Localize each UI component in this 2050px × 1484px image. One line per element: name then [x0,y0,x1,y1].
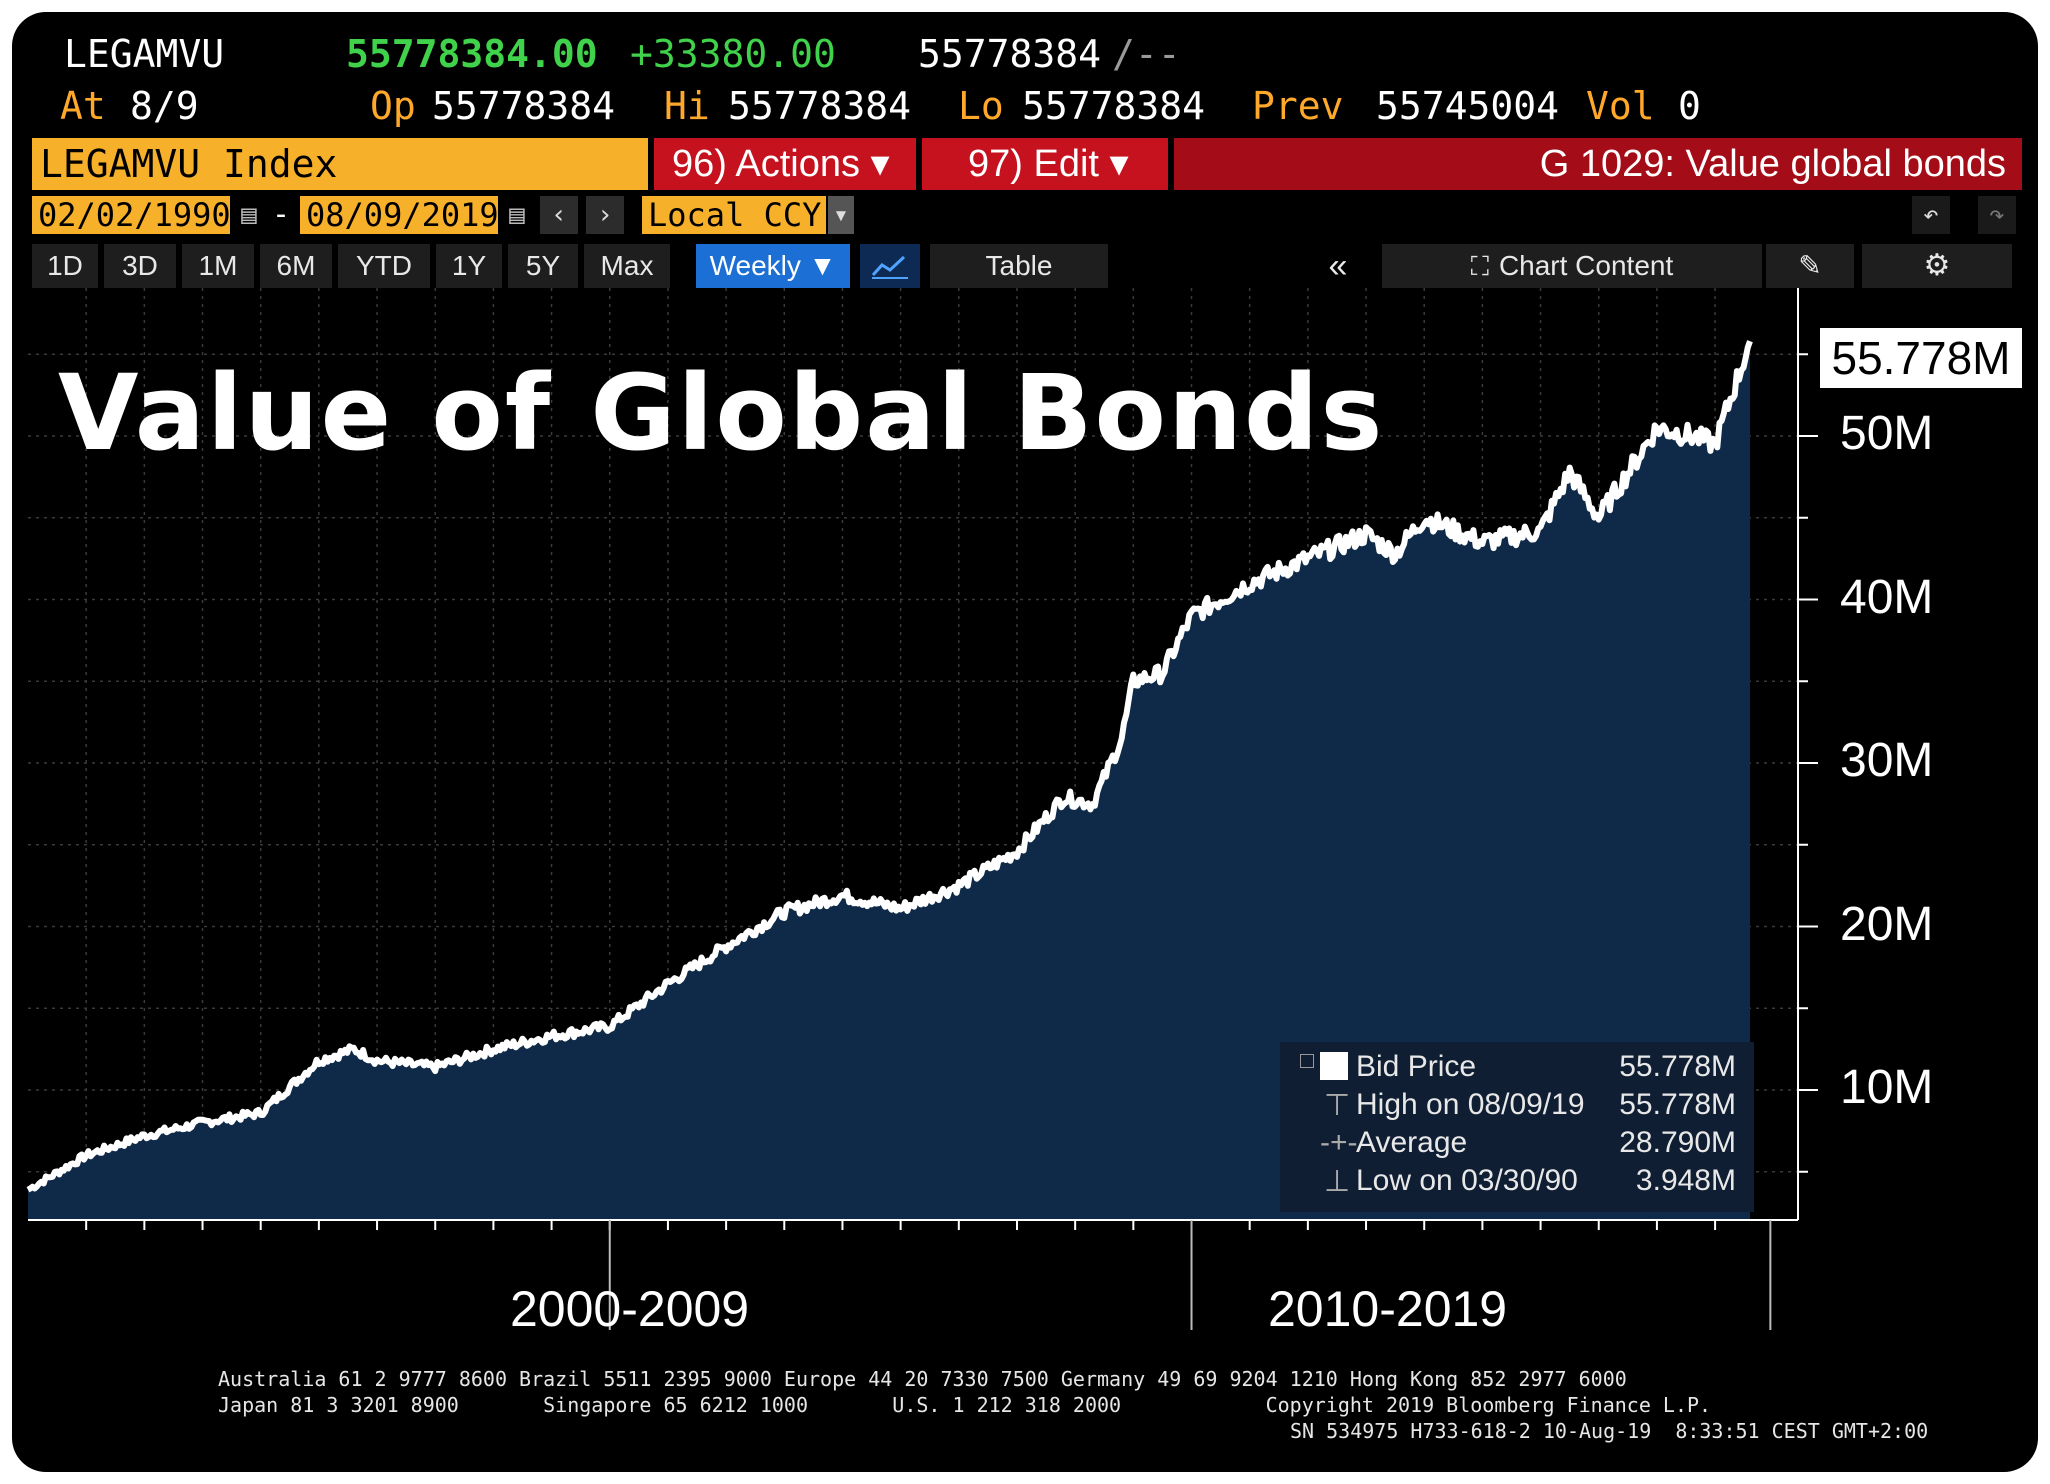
y-tick-label: 10M [1840,1061,1934,1114]
redo-icon[interactable]: ↷ [1978,196,2016,234]
low-marker-icon: ⊥ [1324,1165,1351,1198]
collapse-icon[interactable]: « [1310,244,1366,288]
average-marker-icon: -+- [1320,1126,1358,1159]
legend-label: Average [1356,1126,1468,1159]
y-tick-label: 40M [1840,570,1934,624]
y-tick-label: 20M [1840,897,1934,951]
prev-value: 55745004 [1376,84,1560,128]
x-group-label-2000s: 2000-2009 [510,1281,750,1337]
edit-menu-button[interactable]: 97) Edit ▾ [922,138,1168,190]
legend-row-bid-price[interactable]: Bid Price 55.778M [1280,1050,1754,1086]
open-label: Op [370,84,416,128]
chart-content-icon: ⛶ [1470,251,1489,281]
line-chart-icon[interactable] [860,244,920,288]
tab-max[interactable]: Max [584,244,670,288]
date-separator: - [272,197,291,232]
collapse-box-icon[interactable] [1300,1054,1314,1068]
end-calendar-icon[interactable]: ▤ [502,196,532,234]
bid-value: 55778384 [918,32,1102,76]
legend-value: 55.778M [1619,1088,1736,1121]
start-calendar-icon[interactable]: ▤ [234,196,264,234]
chart-title: Value of Global Bonds [58,352,1385,474]
low-value: 55778384 [1022,84,1206,128]
chart-legend: Bid Price 55.778M ⊤ High on 08/09/19 55.… [1280,1042,1754,1212]
tab-ytd[interactable]: YTD [338,244,430,288]
tab-1y[interactable]: 1Y [436,244,502,288]
legend-row-high: ⊤ High on 08/09/19 55.778M [1280,1088,1754,1124]
security-toolbar: LEGAMVU Index 96) Actions ▾ 97) Edit ▾ G… [32,138,2022,190]
table-button[interactable]: Table [930,244,1108,288]
price-chart [26,288,1818,1330]
high-marker-icon: ⊤ [1324,1089,1351,1122]
low-label: Lo [958,84,1004,128]
net-change: +33380.00 [630,32,836,76]
price-area-fill [28,341,1750,1220]
footer-serial-line: SN 534975 H733-618-2 10-Aug-19 8:33:51 C… [1290,1419,1929,1443]
edit-chart-icon[interactable]: ✎ [1766,244,1854,288]
end-date-field[interactable]: 08/09/2019 [300,196,499,234]
at-label: At [60,84,106,128]
actions-menu-button[interactable]: 96) Actions ▾ [654,138,916,190]
date-range-toolbar: 02/02/1990 ▤ - 08/09/2019 ▤ ‹ › Local CC… [32,196,2022,236]
prev-label: Prev [1252,84,1344,128]
currency-select[interactable]: Local CCY [642,196,826,234]
legend-label: Low on 03/30/90 [1356,1164,1578,1197]
footer-contacts-line2: Japan 81 3 3201 8900 Singapore 65 6212 1… [218,1393,1712,1417]
legend-label: Bid Price [1356,1050,1477,1083]
legend-label: High on 08/09/19 [1356,1088,1585,1121]
ticker-symbol: LEGAMVU [64,32,225,76]
y-tick-label: 30M [1840,734,1934,787]
start-date-field[interactable]: 02/02/1990 [32,196,231,234]
quote-header-row1: LEGAMVU 55778384.00 +33380.00 55778384 /… [12,32,2038,82]
legend-row-average: -+- Average 28.790M [1280,1126,1754,1162]
volume-value: 0 [1678,84,1701,128]
tab-6m[interactable]: 6M [260,244,332,288]
high-value: 55778384 [728,84,912,128]
tab-1m[interactable]: 1M [182,244,254,288]
price-line [26,340,1753,1193]
tab-5y[interactable]: 5Y [508,244,578,288]
chevron-left-icon[interactable]: ‹ [540,196,578,234]
y-tick-label: 50M [1840,407,1934,460]
chart-axes [28,288,1818,1330]
last-value: 55778384.00 [346,32,598,76]
undo-icon[interactable]: ↶ [1912,196,1950,234]
legend-row-low: ⊥ Low on 03/30/90 3.948M [1280,1164,1754,1200]
footer-contacts-line1: Australia 61 2 9777 8600 Brazil 5511 239… [218,1367,1627,1391]
function-title: G 1029: Value global bonds [1174,138,2022,190]
tab-3d[interactable]: 3D [104,244,176,288]
chart-content-label: Chart Content [1498,250,1674,281]
legend-value: 3.948M [1635,1164,1736,1197]
last-price-tag: 55.778M [1820,328,2022,388]
chevron-right-icon[interactable]: › [586,196,624,234]
at-date: 8/9 [130,84,199,128]
currency-dropdown-icon[interactable]: ▾ [828,196,854,234]
tab-1d[interactable]: 1D [32,244,98,288]
open-value: 55778384 [432,84,616,128]
volume-label: Vol [1586,84,1655,128]
legend-value: 28.790M [1619,1126,1736,1159]
high-label: Hi [664,84,710,128]
series-swatch-white [1320,1052,1348,1080]
security-field[interactable]: LEGAMVU Index [32,138,648,190]
frequency-select[interactable]: Weekly ▼ [696,244,850,288]
ask-value: /-- [1112,32,1181,76]
legend-value: 55.778M [1619,1050,1736,1083]
chart-content-button[interactable]: ⛶ Chart Content [1382,244,1762,288]
x-group-label-2010s: 2010-2019 [1268,1281,1508,1337]
terminal-window: LEGAMVU 55778384.00 +33380.00 55778384 /… [12,12,2038,1472]
quote-header-row2: At 8/9 Op 55778384 Hi 55778384 Lo 557783… [12,84,2038,134]
settings-gear-icon[interactable]: ⚙ [1862,244,2012,288]
range-tabs-toolbar: 1D 3D 1M 6M YTD 1Y 5Y Max Weekly ▼ Table… [32,244,2022,288]
